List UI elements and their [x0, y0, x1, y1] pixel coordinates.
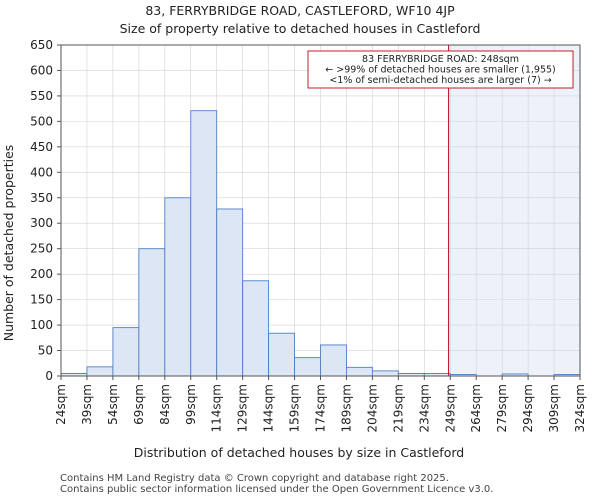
y-tick-label: 450 — [30, 140, 53, 154]
y-tick-label: 300 — [30, 216, 53, 230]
footer-copyright: Contains HM Land Registry data © Crown c… — [60, 473, 449, 484]
y-tick-label: 150 — [30, 293, 53, 307]
bar-84sqm — [164, 197, 192, 377]
y-tick-label: 350 — [30, 191, 53, 205]
annotation-line-1: 83 FERRYBRIDGE ROAD: 248sqm — [362, 54, 519, 65]
y-tick-label: 550 — [30, 89, 53, 103]
y-tick-label: 50 — [38, 344, 53, 358]
x-tick-label: 84sqm — [158, 384, 172, 425]
highlight-region — [448, 45, 580, 376]
bar-54sqm — [112, 327, 140, 377]
annotation-line-3: <1% of semi-detached houses are larger (… — [329, 75, 551, 86]
bar-204sqm — [371, 370, 399, 377]
chart-subtitle: Size of property relative to detached ho… — [119, 21, 481, 36]
x-tick-label: 129sqm — [236, 384, 250, 432]
chart-title: 83, FERRYBRIDGE ROAD, CASTLEFORD, WF10 4… — [145, 3, 455, 18]
x-tick-label: 39sqm — [80, 384, 94, 425]
bar-39sqm — [86, 366, 114, 377]
x-tick-label: 24sqm — [54, 384, 68, 425]
x-tick-label: 69sqm — [132, 384, 146, 425]
bar-144sqm — [268, 332, 296, 377]
x-tick-label: 249sqm — [443, 384, 457, 432]
y-tick-label: 650 — [30, 38, 53, 52]
bar-114sqm — [216, 208, 244, 377]
x-tick-label: 99sqm — [184, 384, 198, 425]
bar-174sqm — [320, 344, 347, 377]
x-tick-label: 54sqm — [106, 384, 120, 425]
y-tick-label: 100 — [30, 318, 53, 332]
bar-129sqm — [242, 280, 270, 377]
y-tick-label: 200 — [30, 267, 53, 281]
x-tick-label: 279sqm — [495, 384, 509, 432]
x-tick-label: 234sqm — [417, 384, 431, 432]
histogram-chart: 050100150200250300350400450500550600650 … — [1, 38, 587, 460]
x-tick-label: 264sqm — [469, 384, 483, 432]
bar-189sqm — [346, 366, 373, 377]
x-tick-label: 174sqm — [314, 384, 328, 432]
y-tick-label: 500 — [30, 114, 53, 128]
bar-99sqm — [190, 110, 218, 377]
x-tick-label: 219sqm — [391, 384, 405, 432]
x-tick-label: 324sqm — [573, 384, 587, 432]
y-tick-label: 600 — [30, 63, 53, 77]
y-axis-label: Number of detached properties — [1, 145, 16, 342]
x-tick-label: 189sqm — [339, 384, 353, 432]
x-tick-label: 114sqm — [210, 384, 224, 432]
footer-licence: Contains public sector information licen… — [60, 484, 494, 495]
x-tick-label: 144sqm — [262, 384, 276, 432]
bar-69sqm — [138, 248, 166, 377]
y-tick-label: 0 — [45, 369, 53, 383]
annotation-box — [307, 50, 574, 89]
x-tick-label: 294sqm — [521, 384, 535, 432]
bar-159sqm — [294, 357, 321, 377]
y-tick-label: 250 — [30, 242, 53, 256]
annotation-line-2: ← >99% of detached houses are smaller (1… — [325, 65, 556, 76]
x-tick-label: 204sqm — [365, 384, 379, 432]
x-tick-label: 309sqm — [547, 384, 561, 432]
y-tick-label: 400 — [30, 165, 53, 179]
x-axis-label: Distribution of detached houses by size … — [134, 445, 464, 460]
x-tick-label: 159sqm — [288, 384, 302, 432]
